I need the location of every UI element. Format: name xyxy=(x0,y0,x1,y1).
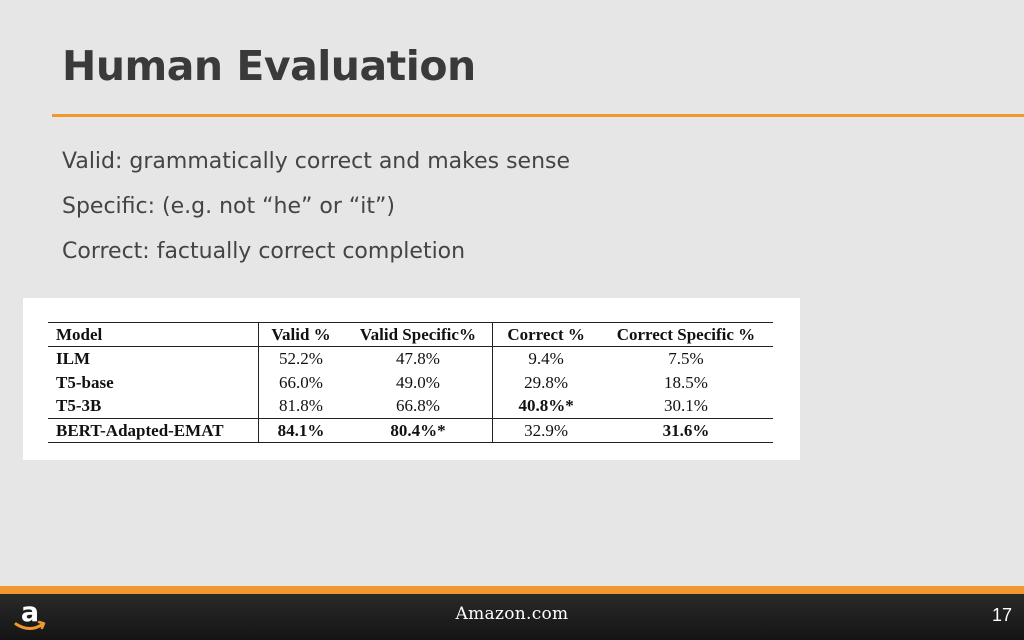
header-correct: Correct % xyxy=(507,324,585,344)
cell-model: BERT-Adapted-EMAT xyxy=(48,418,259,443)
title-underline xyxy=(52,114,1024,117)
cell-correct-specific: 31.6% xyxy=(662,420,710,440)
header-correct-specific: Correct Specific % xyxy=(616,324,756,344)
definition-specific: Specific: (e.g. not “he” or “it”) xyxy=(62,194,395,219)
slide-footer: a Amazon.com 17 xyxy=(0,594,1024,640)
cell-valid: 84.1% xyxy=(277,420,325,440)
table-header-row: Model Valid % Valid Specific% Correct % … xyxy=(48,322,773,347)
cell-valid: 52.2% xyxy=(279,348,323,368)
cell-model: ILM xyxy=(48,346,259,371)
cell-valid: 81.8% xyxy=(279,396,323,416)
cell-correct: 40.8%* xyxy=(518,396,574,416)
cell-valid-specific: 47.8% xyxy=(343,346,494,371)
definitions-list: Valid: grammatically correct and makes s… xyxy=(62,146,570,281)
slide-title: Human Evaluation xyxy=(62,42,476,90)
cell-valid: 66.0% xyxy=(279,372,323,392)
table-row: T5-base 66.0% 49.0% 29.8% 18.5% xyxy=(48,370,773,395)
cell-correct-specific: 7.5% xyxy=(668,348,704,368)
header-valid-specific: Valid Specific% xyxy=(343,322,494,347)
cell-correct: 32.9% xyxy=(524,420,569,440)
cell-model: T5-base xyxy=(48,370,259,395)
svg-text:a: a xyxy=(21,597,39,628)
definition-valid: Valid: grammatically correct and makes s… xyxy=(62,149,571,174)
cell-valid-specific: 49.0% xyxy=(343,370,494,395)
definition-correct: Correct: factually correct completion xyxy=(62,239,466,264)
footer-brand: Amazon.com xyxy=(455,604,569,624)
cell-valid-specific: 80.4%* xyxy=(343,418,494,443)
header-valid: Valid % xyxy=(271,324,331,344)
table-row: T5-3B 81.8% 66.8% 40.8%* 30.1% xyxy=(48,394,773,419)
cell-model: T5-3B xyxy=(48,394,259,419)
cell-correct: 29.8% xyxy=(524,372,569,392)
table-row: BERT-Adapted-EMAT 84.1% 80.4%* 32.9% 31.… xyxy=(48,418,773,443)
cell-correct-specific: 30.1% xyxy=(663,396,708,416)
cell-correct: 9.4% xyxy=(528,348,564,368)
results-table-panel: Model Valid % Valid Specific% Correct % … xyxy=(23,298,800,460)
footer-accent-stripe xyxy=(0,586,1024,594)
cell-correct-specific: 18.5% xyxy=(663,372,708,392)
header-model: Model xyxy=(48,322,259,347)
cell-valid-specific: 66.8% xyxy=(343,394,494,419)
table-row: ILM 52.2% 47.8% 9.4% 7.5% xyxy=(48,346,773,371)
page-number: 17 xyxy=(991,605,1012,625)
amazon-smile-logo-icon: a xyxy=(14,597,46,630)
results-table: Model Valid % Valid Specific% Correct % … xyxy=(48,322,773,443)
